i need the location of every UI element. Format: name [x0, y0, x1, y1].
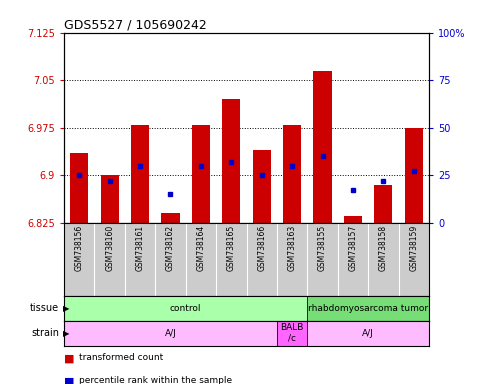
Bar [192, 124, 210, 223]
Bar [70, 153, 88, 223]
Text: ■: ■ [64, 353, 74, 363]
Text: GSM738158: GSM738158 [379, 225, 388, 271]
Text: GSM738162: GSM738162 [166, 225, 175, 271]
Text: A/J: A/J [165, 329, 176, 338]
Text: GSM738160: GSM738160 [105, 225, 114, 271]
Text: rhabdomyosarcoma tumor: rhabdomyosarcoma tumor [308, 304, 428, 313]
Text: GSM738165: GSM738165 [227, 225, 236, 271]
Text: tissue: tissue [30, 303, 59, 313]
Bar [64, 321, 277, 346]
Text: A/J: A/J [362, 329, 374, 338]
Bar [307, 296, 429, 321]
Bar [344, 217, 362, 223]
Bar [277, 321, 307, 346]
Bar [252, 150, 271, 223]
Bar [101, 175, 119, 223]
Text: GSM738155: GSM738155 [318, 225, 327, 271]
Text: strain: strain [31, 328, 59, 338]
Text: transformed count: transformed count [79, 353, 163, 362]
Text: GSM738164: GSM738164 [196, 225, 206, 271]
Bar [131, 124, 149, 223]
Text: GSM738166: GSM738166 [257, 225, 266, 271]
Bar [314, 71, 332, 223]
Bar [283, 124, 301, 223]
Text: GSM738156: GSM738156 [75, 225, 84, 271]
Text: GSM738161: GSM738161 [136, 225, 144, 271]
Bar [405, 128, 423, 223]
Bar [161, 213, 179, 223]
Bar [374, 185, 392, 223]
Text: percentile rank within the sample: percentile rank within the sample [79, 376, 232, 384]
Bar [64, 296, 307, 321]
Text: BALB
/c: BALB /c [281, 323, 304, 343]
Bar [222, 99, 241, 223]
Bar [307, 321, 429, 346]
Text: GDS5527 / 105690242: GDS5527 / 105690242 [64, 18, 207, 31]
Text: ■: ■ [64, 376, 74, 384]
Text: GSM738157: GSM738157 [349, 225, 357, 271]
Text: control: control [170, 304, 202, 313]
Text: ▶: ▶ [63, 304, 69, 313]
Text: GSM738159: GSM738159 [409, 225, 418, 271]
Text: GSM738163: GSM738163 [287, 225, 297, 271]
Text: ▶: ▶ [63, 329, 69, 338]
